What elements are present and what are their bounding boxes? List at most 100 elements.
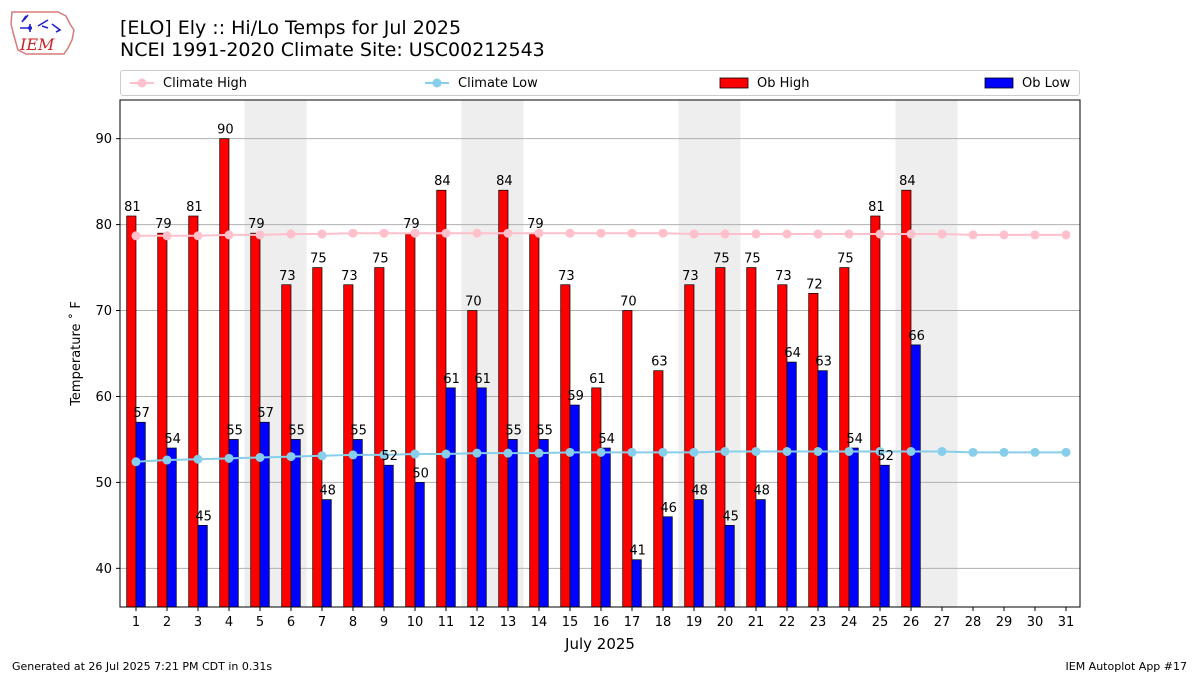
- ob-low-data-label: 55: [505, 423, 522, 438]
- ob-high-bar: [498, 189, 509, 608]
- climate-high-point: [348, 228, 358, 238]
- climate-high-point: [844, 229, 854, 239]
- climate-high-point: [720, 229, 730, 239]
- x-tick-label: 12: [469, 615, 486, 630]
- ob-low-data-label: 48: [753, 484, 770, 499]
- ob-low-bar: [879, 464, 890, 608]
- x-tick-label: 27: [934, 615, 951, 630]
- x-tick-label: 29: [996, 615, 1013, 630]
- climate-low-point: [441, 449, 451, 459]
- x-tick-label: 16: [593, 615, 610, 630]
- ob-low-bar: [445, 387, 456, 608]
- climate-high-point: [689, 229, 699, 239]
- x-tick-label: 25: [872, 615, 889, 630]
- ob-high-bar: [715, 267, 726, 608]
- climate-high-point: [813, 229, 823, 239]
- ob-high-data-label: 63: [651, 355, 668, 370]
- ob-low-bar: [414, 482, 425, 608]
- climate-high-point: [131, 231, 141, 241]
- climate-low-point: [875, 446, 885, 456]
- climate-high-swatch: [130, 78, 154, 88]
- x-tick-label: 10: [407, 615, 424, 630]
- x-tick-label: 31: [1058, 615, 1075, 630]
- legend-label-ob-low: Ob Low: [1022, 75, 1071, 91]
- chart-title: [ELO] Ely :: Hi/Lo Temps for Jul 2025 NC…: [120, 17, 545, 61]
- ob-low-data-label: 45: [195, 509, 212, 524]
- ob-low-data-label: 64: [784, 346, 801, 361]
- climate-low-swatch: [425, 78, 449, 88]
- ob-low-bar: [600, 447, 611, 608]
- ob-high-bar: [343, 284, 354, 608]
- ob-low-data-label: 48: [691, 484, 708, 499]
- climate-high-point: [1030, 230, 1040, 240]
- x-tick-label: 6: [287, 615, 295, 630]
- climate-high-point: [999, 230, 1009, 240]
- climate-high-point: [255, 230, 265, 240]
- ob-low-bar: [476, 387, 487, 608]
- y-tick-label: 60: [95, 390, 112, 405]
- ob-low-data-label: 66: [908, 329, 925, 344]
- ob-low-bar: [321, 499, 332, 608]
- title-line-1: [ELO] Ely :: Hi/Lo Temps for Jul 2025: [120, 17, 462, 39]
- ob-low-bar: [569, 404, 580, 608]
- ob-low-data-label: 54: [846, 432, 863, 447]
- climate-low-point: [720, 446, 730, 456]
- ob-high-bar: [436, 189, 447, 608]
- ob-low-bar: [910, 344, 921, 608]
- x-tick-label: 26: [903, 615, 920, 630]
- ob-high-data-label: 70: [465, 295, 482, 310]
- x-tick-label: 24: [841, 615, 858, 630]
- ob-high-data-label: 81: [124, 200, 141, 215]
- ob-low-data-label: 48: [319, 484, 336, 499]
- ob-high-bar: [312, 267, 323, 608]
- x-tick-label: 13: [500, 615, 517, 630]
- ob-low-data-label: 55: [226, 423, 243, 438]
- ob-low-bar: [507, 439, 518, 608]
- footer-generated: Generated at 26 Jul 2025 7:21 PM CDT in …: [12, 660, 273, 673]
- climate-low-point: [844, 446, 854, 456]
- ob-high-bar: [560, 284, 571, 608]
- ob-high-bar: [622, 310, 633, 608]
- ob-low-bar: [135, 421, 146, 608]
- ob-low-data-label: 54: [598, 432, 615, 447]
- ob-low-data-label: 57: [257, 406, 274, 421]
- x-tick-label: 9: [380, 615, 388, 630]
- ob-high-data-label: 73: [682, 269, 699, 284]
- climate-low-point: [813, 446, 823, 456]
- ob-low-bar: [817, 370, 828, 608]
- ob-high-data-label: 75: [837, 252, 854, 267]
- x-tick-label: 7: [318, 615, 326, 630]
- x-tick-label: 22: [779, 615, 796, 630]
- ob-high-data-label: 84: [434, 174, 451, 189]
- ob-high-data-label: 79: [403, 217, 420, 232]
- legend-label-climate-high: Climate High: [163, 75, 248, 91]
- ob-high-data-label: 70: [620, 295, 637, 310]
- ob-low-data-label: 52: [381, 449, 398, 464]
- ob-high-bar: [870, 215, 881, 608]
- ob-low-data-label: 46: [660, 501, 677, 516]
- ob-low-bar: [755, 499, 766, 608]
- y-tick-label: 90: [95, 132, 112, 147]
- x-tick-label: 4: [225, 615, 233, 630]
- climate-high-point: [596, 228, 606, 238]
- x-tick-label: 19: [686, 615, 703, 630]
- ob-high-bar: [219, 138, 230, 608]
- climate-low-point: [658, 447, 668, 457]
- climate-low-point: [162, 455, 172, 465]
- ob-high-bar: [281, 284, 292, 608]
- climate-high-point: [782, 229, 792, 239]
- ob-high-data-label: 81: [186, 200, 203, 215]
- legend-item-ob-high: Ob High: [719, 71, 810, 95]
- climate-low-point: [968, 447, 978, 457]
- ob-low-data-label: 50: [412, 466, 429, 481]
- climate-high-point: [875, 229, 885, 239]
- x-tick-label: 23: [810, 615, 827, 630]
- legend-item-ob-low: Ob Low: [984, 71, 1070, 95]
- ob-high-bar: [591, 387, 602, 608]
- climate-low-point: [689, 447, 699, 457]
- ob-high-data-label: 79: [155, 217, 172, 232]
- ob-high-data-label: 81: [868, 200, 885, 215]
- y-axis-label: Temperature ˚ F: [68, 301, 84, 407]
- ob-high-bar: [405, 232, 416, 608]
